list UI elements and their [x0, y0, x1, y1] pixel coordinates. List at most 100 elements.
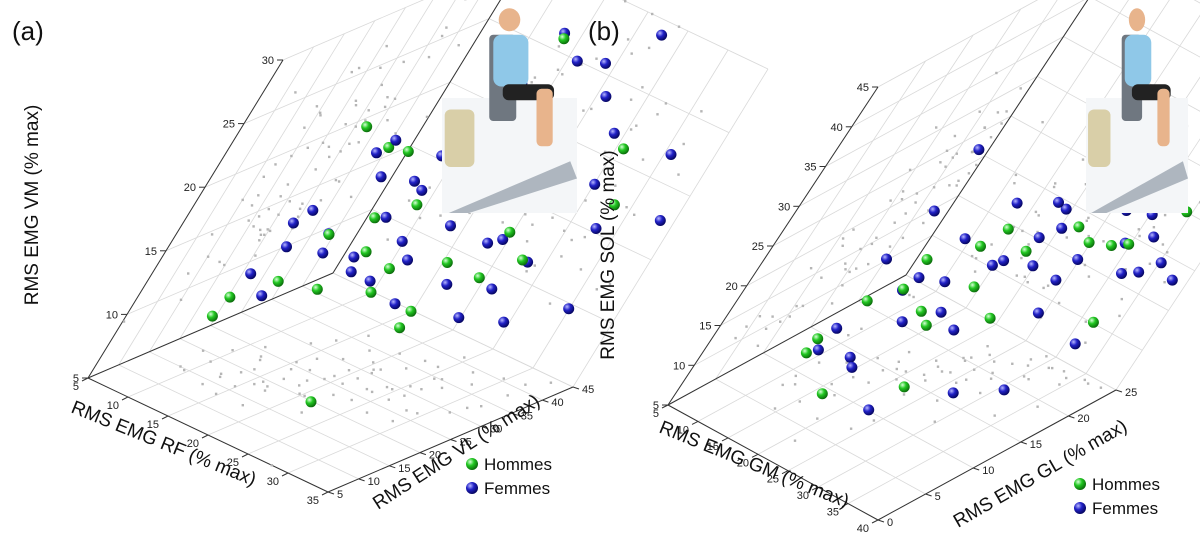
left-wall-grid-line [799, 75, 1038, 207]
projection-dot [995, 71, 998, 75]
projection-dot [939, 161, 942, 164]
projection-dot [241, 404, 244, 407]
projection-dot [849, 427, 853, 430]
projection-dot [1065, 376, 1068, 380]
projection-dot [525, 270, 528, 273]
point-hommes [898, 283, 909, 295]
projection-dot [970, 356, 973, 359]
projection-dot [179, 365, 182, 368]
projection-dot [471, 371, 475, 374]
x-tick [121, 396, 129, 401]
point-femmes [600, 57, 611, 69]
point-femmes [307, 204, 319, 216]
point-femmes [939, 276, 951, 288]
left-wall-grid-line [302, 0, 479, 287]
point-femmes [656, 29, 668, 41]
projection-dot [286, 183, 290, 186]
projection-dot [965, 378, 968, 381]
box-edge [905, 0, 1089, 276]
point-femmes [812, 344, 824, 356]
projection-dot [364, 119, 367, 122]
projection-dot [201, 382, 204, 386]
projection-dot [1054, 182, 1057, 185]
projection-dot [557, 45, 561, 48]
projection-dot [973, 270, 977, 273]
point-femmes [948, 324, 960, 336]
point-femmes [1148, 231, 1160, 243]
projection-dot [734, 336, 737, 340]
left-wall-grid-line [720, 195, 959, 326]
projection-dots [122, 0, 703, 467]
projection-dot [809, 267, 813, 270]
projection-dot [341, 357, 345, 361]
floor-grid-line [149, 351, 390, 467]
x-tick-label: 25 [767, 474, 779, 486]
projection-dot [407, 199, 411, 202]
projection-dot [370, 390, 374, 394]
projection-dot [262, 380, 265, 383]
point-femmes [453, 312, 465, 324]
projection-dot [935, 126, 938, 129]
projection-dot [595, 288, 598, 291]
projection-dot [1000, 122, 1003, 125]
projection-dot [781, 383, 784, 387]
back-wall-grid-line [532, 49, 729, 369]
point-hommes [800, 347, 812, 359]
legend-label-femmes: Femmes [1092, 499, 1158, 518]
projection-dot [257, 194, 260, 197]
projection-dot [370, 371, 373, 375]
z-tick-label: 25 [223, 119, 235, 131]
projection-dot [254, 254, 257, 257]
panel-a: 5 10 15 20 25 30 35 5 10 15 20 25 30 35 40 45 5 10 15 20 25 3… [12, 0, 769, 514]
projection-dot [922, 373, 926, 376]
projection-dot [319, 111, 322, 114]
point-hommes [441, 257, 453, 268]
floor-grid-line [847, 373, 1087, 504]
projection-dot [334, 178, 338, 182]
projection-dot [651, 12, 654, 16]
x-tick-label: 30 [797, 490, 809, 502]
projection-dot [841, 244, 844, 247]
projection-dot [563, 229, 566, 232]
point-femmes [1011, 197, 1023, 209]
point-femmes [881, 253, 892, 265]
z-tick-label: 15 [699, 321, 711, 333]
z-tick-label: 40 [831, 122, 843, 134]
left-wall-grid-line [851, 0, 1085, 128]
point-femmes [445, 220, 456, 232]
projection-dot [440, 378, 444, 381]
point-hommes [224, 291, 236, 303]
projection-dot [940, 370, 944, 373]
legend-label-femmes: Femmes [484, 479, 550, 498]
x-tick-label: 15 [707, 441, 719, 453]
projection-dot [833, 394, 836, 397]
projection-dot [266, 228, 269, 231]
projection-dot [187, 272, 190, 275]
projection-dot [1036, 230, 1039, 234]
projection-dot [1062, 370, 1066, 373]
point-hommes [968, 281, 980, 293]
projection-dot [231, 349, 234, 352]
projection-dot [908, 168, 912, 172]
projection-dot [893, 221, 896, 224]
projection-dot [895, 367, 898, 371]
projection-dot [356, 377, 359, 380]
y-tick [542, 399, 549, 403]
projection-dot [901, 236, 905, 240]
point-hommes [1073, 221, 1085, 233]
point-hommes [1083, 237, 1095, 248]
z-tick-label: 35 [804, 162, 816, 174]
projection-dot [962, 356, 965, 360]
projection-dot [844, 268, 847, 271]
z-tick-label: 5 [73, 373, 79, 385]
projection-dot [788, 315, 791, 318]
projection-dot [333, 374, 336, 378]
projection-dot [466, 406, 469, 410]
projection-dot [633, 213, 636, 216]
projection-dot [267, 207, 270, 211]
projection-dot [820, 276, 823, 279]
projection-dot [830, 382, 833, 386]
projection-dot [323, 377, 326, 381]
left-wall-grid-line [772, 115, 1012, 247]
projection-dot [1120, 297, 1123, 301]
